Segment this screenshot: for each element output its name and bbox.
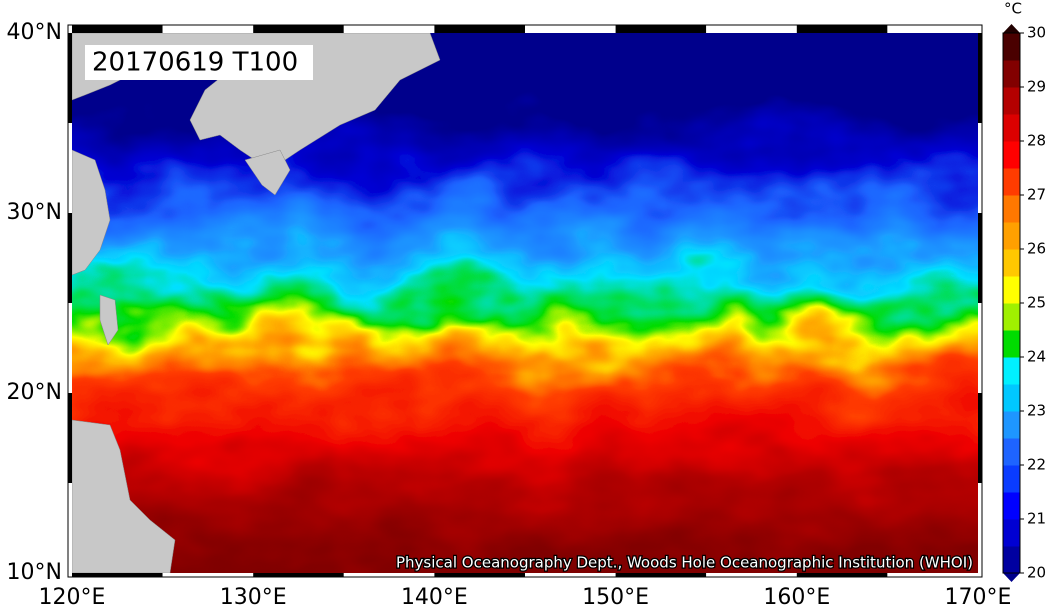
colorbar-unit: °C bbox=[1004, 0, 1022, 18]
x-tick-label: 120°E bbox=[39, 585, 106, 610]
border-block bbox=[162, 573, 254, 577]
colorbar-tick-label: 27 bbox=[1027, 186, 1046, 204]
border-block bbox=[343, 573, 435, 577]
colorbar-segment bbox=[1003, 114, 1020, 142]
colorbar-segment bbox=[1003, 87, 1020, 115]
colorbar-tick-label: 30 bbox=[1027, 24, 1046, 42]
colorbar-tick-label: 29 bbox=[1027, 78, 1046, 96]
colorbar-segment bbox=[1003, 303, 1020, 331]
border-block bbox=[887, 25, 978, 33]
border-block bbox=[978, 213, 982, 303]
colorbar-under bbox=[1003, 573, 1020, 582]
colorbar-segment bbox=[1003, 195, 1020, 223]
colorbar-tick-label: 24 bbox=[1027, 348, 1046, 366]
colorbar-segment bbox=[1003, 465, 1020, 493]
x-tick-label: 150°E bbox=[582, 585, 649, 610]
border-block bbox=[72, 25, 163, 33]
border-block bbox=[68, 33, 72, 123]
colorbar-tick-label: 20 bbox=[1027, 564, 1046, 582]
border-block bbox=[68, 123, 72, 213]
border-block bbox=[68, 303, 72, 393]
border-block bbox=[978, 393, 982, 483]
frame bbox=[67, 24, 983, 578]
colorbar-tick-label: 26 bbox=[1027, 240, 1046, 258]
border-block bbox=[253, 25, 344, 33]
y-tick-label: 40°N bbox=[7, 20, 62, 45]
map-border bbox=[68, 25, 982, 577]
colorbar-tick-label: 23 bbox=[1027, 402, 1046, 420]
border-block bbox=[525, 25, 616, 33]
colorbar-tick-label: 28 bbox=[1027, 132, 1046, 150]
border-block bbox=[434, 573, 525, 577]
x-tick-label: 160°E bbox=[763, 585, 830, 610]
colorbar-segment bbox=[1003, 357, 1020, 385]
colorbar-segment bbox=[1003, 438, 1020, 466]
axes: 120°E 130°E 140°E 150°E 160°E 170°E 40°N 30°N 20… bbox=[7, 20, 1012, 610]
border-block bbox=[978, 123, 982, 213]
colorbar: 20 21 22 23 24 25 26 27 28 29 30 bbox=[1002, 24, 1046, 582]
colorbar-tick-label: 25 bbox=[1027, 294, 1046, 312]
border-block bbox=[162, 25, 254, 33]
colorbar-tick-label: 22 bbox=[1027, 456, 1046, 474]
border-block bbox=[615, 573, 707, 577]
colorbar-segment bbox=[1003, 330, 1020, 358]
colorbar-segment bbox=[1003, 33, 1020, 61]
colorbar-segment bbox=[1003, 60, 1020, 88]
border-block bbox=[72, 573, 163, 577]
map-title: 20170619 T100 bbox=[92, 48, 298, 78]
y-tick-label: 10°N bbox=[7, 560, 62, 585]
x-tick-label: 130°E bbox=[220, 585, 287, 610]
colorbar-segment bbox=[1003, 384, 1020, 412]
border-block bbox=[343, 25, 435, 33]
border-block bbox=[253, 573, 344, 577]
border-block bbox=[706, 573, 797, 577]
y-tick-label: 30°N bbox=[7, 200, 62, 225]
colorbar-segment bbox=[1003, 249, 1020, 277]
colorbar-segment bbox=[1003, 546, 1020, 574]
colorbar-segment bbox=[1003, 276, 1020, 304]
x-tick-label: 140°E bbox=[401, 585, 468, 610]
colorbar-segment bbox=[1003, 168, 1020, 196]
border-block bbox=[525, 573, 616, 577]
border-block bbox=[68, 393, 72, 483]
colorbar-tick-label: 21 bbox=[1027, 510, 1046, 528]
credit: Physical Oceanography Dept., Woods Hole … bbox=[396, 554, 973, 572]
colorbar-segment bbox=[1003, 222, 1020, 250]
border-block bbox=[434, 25, 525, 33]
x-tick-label: 170°E bbox=[945, 585, 1012, 610]
y-tick-label: 20°N bbox=[7, 380, 62, 405]
border-block bbox=[887, 573, 978, 577]
colorbar-segment bbox=[1003, 492, 1020, 520]
colorbar-segment bbox=[1003, 519, 1020, 547]
border-block bbox=[796, 573, 888, 577]
border-block bbox=[978, 483, 982, 573]
land bbox=[72, 33, 441, 573]
colorbar-segment bbox=[1003, 141, 1020, 169]
colorbar-over bbox=[1003, 24, 1020, 33]
border-block bbox=[68, 213, 72, 303]
title-box bbox=[85, 45, 313, 80]
border-block bbox=[978, 303, 982, 393]
colorbar-segment bbox=[1003, 411, 1020, 439]
temperature-field bbox=[72, 33, 978, 573]
border-block bbox=[615, 25, 707, 33]
border-block bbox=[68, 483, 72, 573]
border-block bbox=[978, 33, 982, 123]
border-block bbox=[796, 25, 888, 33]
border-block bbox=[706, 25, 797, 33]
